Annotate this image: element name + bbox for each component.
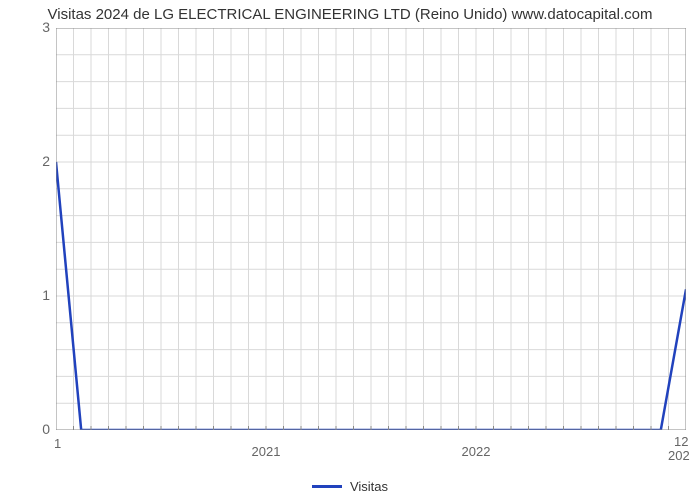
x-tick-label: 2021	[252, 444, 281, 459]
x-axis-right-label-top: 12	[674, 434, 688, 449]
x-tick-label: 2022	[462, 444, 491, 459]
y-tick-label: 1	[10, 287, 50, 303]
legend-swatch	[312, 485, 342, 488]
chart-svg	[56, 28, 686, 430]
y-tick-label: 3	[10, 19, 50, 35]
y-tick-label: 2	[10, 153, 50, 169]
x-axis-right-label-bottom: 202	[668, 448, 690, 463]
plot-area	[56, 28, 686, 430]
legend-label: Visitas	[350, 479, 388, 494]
legend: Visitas	[0, 478, 700, 494]
y-tick-label: 0	[10, 421, 50, 437]
chart-title: Visitas 2024 de LG ELECTRICAL ENGINEERIN…	[0, 6, 700, 23]
x-axis-left-label: 1	[54, 436, 61, 451]
chart-container: Visitas 2024 de LG ELECTRICAL ENGINEERIN…	[0, 0, 700, 500]
